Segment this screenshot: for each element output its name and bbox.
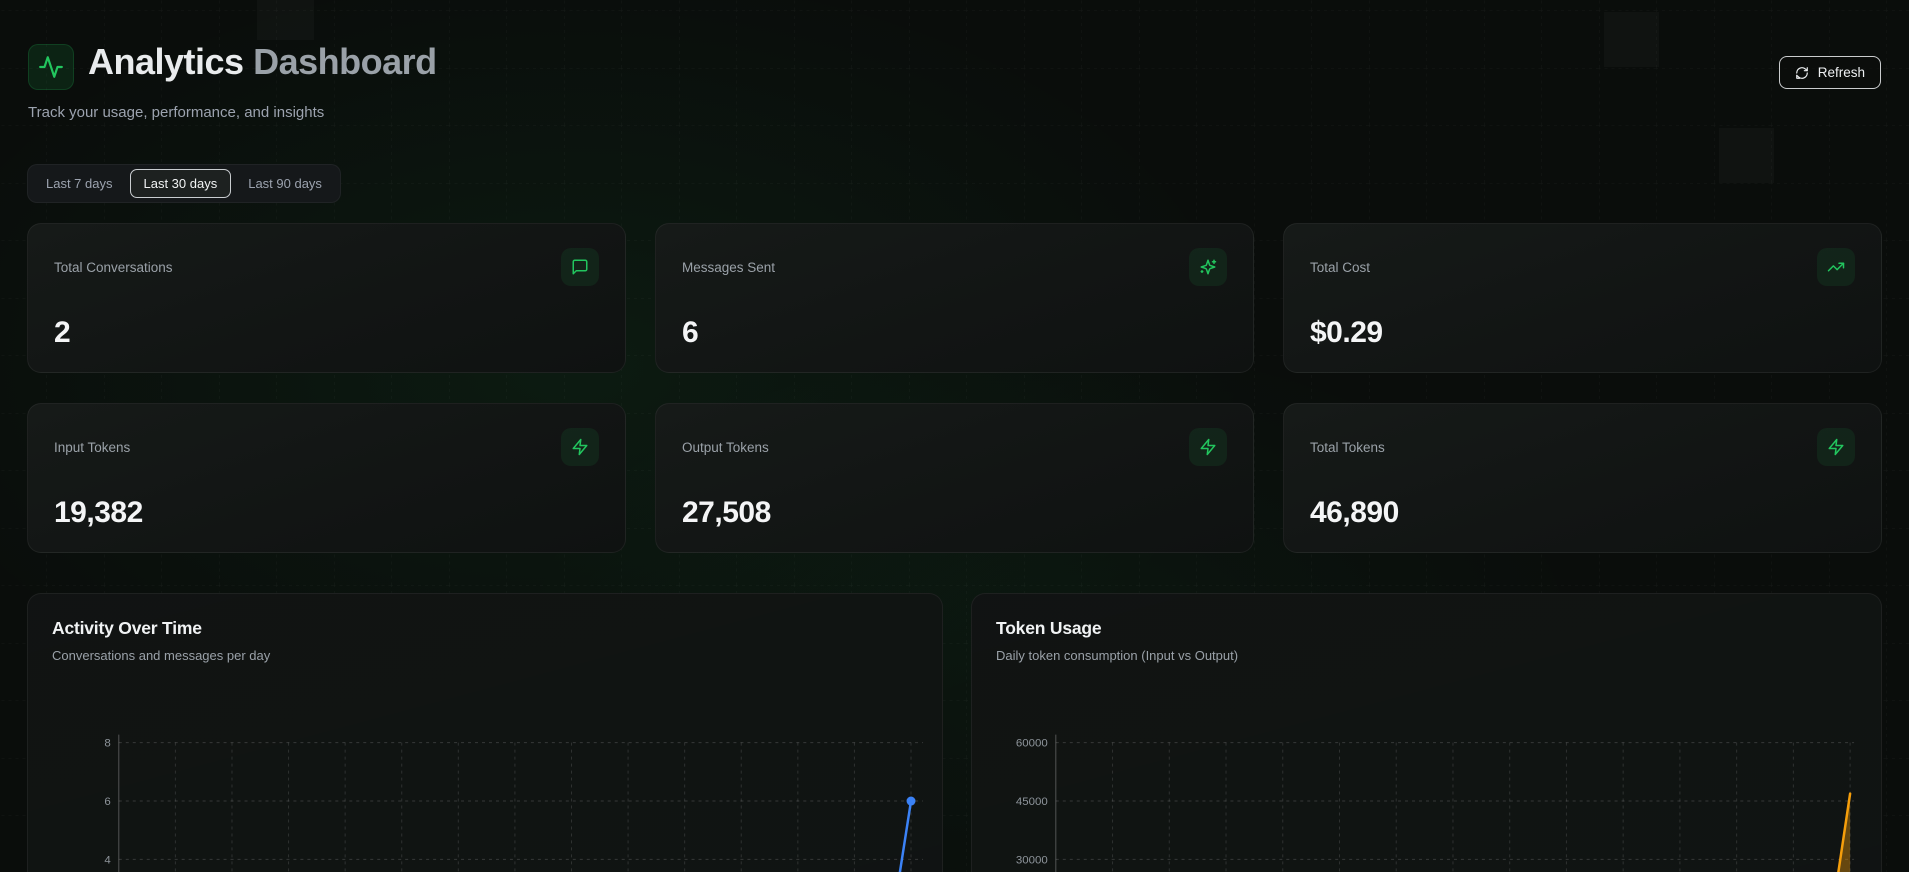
zap-icon (1189, 428, 1227, 466)
time-range-tabs: Last 7 days Last 30 days Last 90 days (27, 164, 341, 203)
stat-value: 19,382 (54, 496, 143, 529)
trending-up-icon (1817, 248, 1855, 286)
stat-value: 6 (682, 316, 699, 349)
refresh-button[interactable]: Refresh (1778, 56, 1881, 89)
activity-icon (28, 44, 74, 90)
title-primary: Analytics (88, 41, 244, 82)
stat-label: Input Tokens (54, 440, 131, 455)
page-title: Analytics Dashboard (88, 40, 437, 84)
tab-last-7-days[interactable]: Last 7 days (32, 169, 127, 198)
stat-value: 27,508 (682, 496, 771, 529)
svg-text:6: 6 (104, 796, 110, 808)
stat-card-total-cost: Total Cost $0.29 (1283, 223, 1882, 373)
token-usage-chart-card: 600004500030000150000 Token Usage Daily … (971, 593, 1882, 872)
message-square-icon (561, 248, 599, 286)
stat-card-total-tokens: Total Tokens 46,890 (1283, 403, 1882, 553)
grid-highlight-square (1719, 128, 1774, 183)
stat-card-input-tokens: Input Tokens 19,382 (27, 403, 626, 553)
stat-label: Total Cost (1310, 260, 1371, 275)
stat-value: 2 (54, 316, 71, 349)
svg-text:30000: 30000 (1016, 854, 1048, 866)
tab-last-90-days[interactable]: Last 90 days (234, 169, 336, 198)
title-secondary: Dashboard (253, 41, 437, 82)
chart-title: Token Usage (996, 618, 1102, 638)
svg-text:4: 4 (104, 854, 111, 866)
zap-icon (1817, 428, 1855, 466)
chart-title: Activity Over Time (52, 618, 202, 638)
stats-grid: Total Conversations 2 Messages Sent 6 Total … (27, 223, 1882, 553)
chart-subtitle: Conversations and messages per day (52, 648, 271, 663)
stat-label: Total Conversations (54, 260, 173, 275)
stat-value: $0.29 (1310, 316, 1383, 349)
grid-highlight-square (257, 0, 314, 40)
stat-card-messages-sent: Messages Sent 6 (655, 223, 1254, 373)
token-usage-area-chart: 600004500030000150000 (1016, 734, 1855, 872)
refresh-label: Refresh (1817, 65, 1865, 80)
stat-value: 46,890 (1310, 496, 1399, 529)
svg-text:45000: 45000 (1016, 796, 1048, 808)
grid-highlight-square (1604, 12, 1659, 67)
stat-label: Total Tokens (1310, 440, 1385, 455)
stat-label: Output Tokens (682, 440, 769, 455)
stat-label: Messages Sent (682, 260, 776, 275)
activity-chart-card: 86420 Activity Over Time Conversations a… (27, 593, 943, 872)
tab-last-30-days[interactable]: Last 30 days (129, 169, 232, 198)
chart-subtitle: Daily token consumption (Input vs Output… (996, 648, 1239, 663)
zap-icon (561, 428, 599, 466)
stat-card-output-tokens: Output Tokens 27,508 (655, 403, 1254, 553)
sparkles-icon (1189, 248, 1227, 286)
stat-card-total-conversations: Total Conversations 2 (27, 223, 626, 373)
activity-line-chart: 86420 (104, 734, 924, 872)
refresh-icon (1795, 66, 1809, 80)
svg-text:60000: 60000 (1016, 738, 1048, 750)
page-subtitle: Track your usage, performance, and insig… (28, 104, 325, 121)
svg-text:8: 8 (104, 738, 110, 750)
